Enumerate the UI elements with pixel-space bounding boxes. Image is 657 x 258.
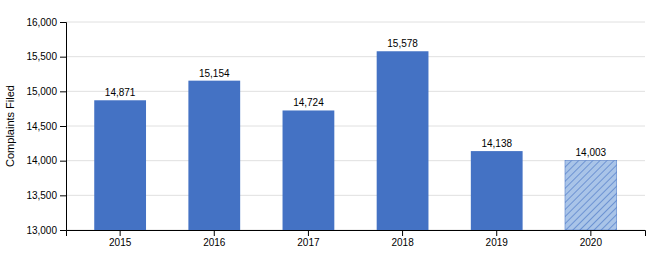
data-label: 14,138 xyxy=(481,138,512,149)
y-tick-mark xyxy=(60,126,66,127)
grid-line xyxy=(66,126,645,127)
x-tick-label: 2020 xyxy=(580,237,603,248)
bar xyxy=(188,81,240,230)
grid-line xyxy=(66,22,645,23)
y-tick-label: 15,000 xyxy=(26,86,57,97)
bars xyxy=(94,51,617,230)
x-tick-label: 2019 xyxy=(486,237,509,248)
y-axis-title: Complaints Filed xyxy=(4,85,16,167)
data-label: 15,578 xyxy=(387,38,418,49)
y-tick-mark xyxy=(60,230,66,231)
y-tick-mark xyxy=(60,161,66,162)
x-tick-label: 2017 xyxy=(297,237,320,248)
plot: 14,871 15,154 14,724 15,578 14,138 14,003 13,0… xyxy=(26,17,645,248)
y-tick-mark xyxy=(60,195,66,196)
bar xyxy=(94,100,146,230)
x-tick: 2018 xyxy=(391,230,414,248)
x-tick: 2015 xyxy=(109,230,132,248)
y-tick: 15,000 xyxy=(26,86,66,97)
x-tick-mark xyxy=(402,230,403,236)
y-tick-mark xyxy=(60,57,66,58)
bar xyxy=(377,51,429,230)
x-axis-line xyxy=(67,231,646,237)
y-axis: 13,000 13,500 14,000 14,500 15,000 15,500 16,0… xyxy=(26,17,66,236)
y-tick-label: 13,000 xyxy=(26,225,57,236)
grid-line xyxy=(66,160,645,161)
grid xyxy=(66,22,645,230)
x-tick: 2016 xyxy=(203,230,226,248)
x-tick-mark xyxy=(308,230,309,236)
y-tick: 16,000 xyxy=(26,17,66,28)
y-tick-label: 13,500 xyxy=(26,190,57,201)
x-tick-mark xyxy=(214,230,215,236)
data-label: 15,154 xyxy=(199,68,230,79)
bar-hatch xyxy=(565,160,617,230)
x-tick-label: 2015 xyxy=(109,237,132,248)
y-tick: 14,500 xyxy=(26,121,66,132)
grid-line xyxy=(66,195,645,196)
x-tick: 2019 xyxy=(486,230,509,248)
bar xyxy=(565,160,617,230)
bar xyxy=(283,110,335,230)
y-axis-line xyxy=(60,23,67,231)
grid-line xyxy=(66,56,645,57)
data-label: 14,724 xyxy=(293,97,324,108)
chart: 14,871 15,154 14,724 15,578 14,138 14,003 13,0… xyxy=(0,0,657,258)
data-label: 14,003 xyxy=(576,147,607,158)
bar xyxy=(471,151,523,230)
y-tick-label: 14,500 xyxy=(26,121,57,132)
x-tick-mark xyxy=(120,230,121,236)
x-axis: 2015 2016 2017 2018 2019 2020 xyxy=(67,230,646,248)
data-labels: 14,871 15,154 14,724 15,578 14,138 14,003 xyxy=(105,38,607,158)
grid-line xyxy=(66,91,645,92)
x-tick: 2017 xyxy=(297,230,320,248)
x-tick-mark xyxy=(590,230,591,236)
y-tick-label: 15,500 xyxy=(26,51,57,62)
y-tick: 13,500 xyxy=(26,190,66,201)
y-tick-mark xyxy=(60,91,66,92)
x-tick-label: 2016 xyxy=(203,237,226,248)
y-tick: 14,000 xyxy=(26,155,66,166)
x-tick-mark xyxy=(496,230,497,236)
x-tick-label: 2018 xyxy=(391,237,414,248)
y-tick: 13,000 xyxy=(26,225,66,236)
x-tick: 2020 xyxy=(580,230,603,248)
data-label: 14,871 xyxy=(105,87,136,98)
y-tick-label: 14,000 xyxy=(26,155,57,166)
y-tick-mark xyxy=(60,22,66,23)
y-tick: 15,500 xyxy=(26,51,66,62)
y-tick-label: 16,000 xyxy=(26,17,57,28)
